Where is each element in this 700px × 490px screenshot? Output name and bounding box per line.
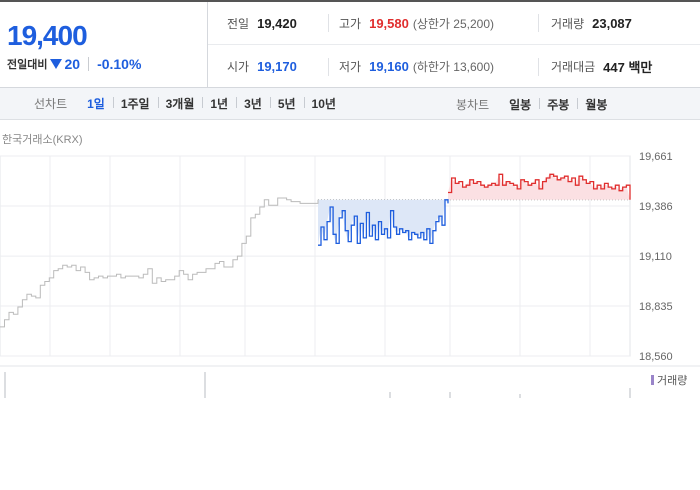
period-10y[interactable]: 10년 (303, 95, 344, 112)
upper-limit: (상한가 25,200) (412, 16, 495, 31)
stat-value: 19,420 (257, 15, 297, 31)
line-chart-label: 선차트 (34, 97, 68, 111)
today-up-line (448, 173, 631, 200)
stat-value: 19,170 (257, 59, 297, 74)
period-1w[interactable]: 1주일 (112, 95, 158, 112)
period-1d[interactable]: 1일 (87, 97, 105, 111)
candle-chart-group: 봉차트 일봉 주봉 월봉 (456, 88, 615, 120)
stat-label: 시가 (227, 60, 250, 74)
stat-high: 고가 19,580 (상한가 25,200) (328, 14, 494, 32)
y-tick-label: 18,560 (639, 351, 673, 363)
current-price: 19,400 (7, 20, 88, 51)
y-axis-labels: 19,661 19,386 19,110 18,835 18,560 (639, 151, 673, 363)
stats-row-2: 시가 19,170 저가 19,160 (하한가 13,600) 거래대금 44… (208, 45, 700, 88)
stat-low: 저가 19,160 (하한가 13,600) (328, 57, 495, 76)
y-tick-label: 19,386 (639, 201, 673, 213)
chart-fills (318, 174, 630, 246)
period-3m[interactable]: 3개월 (157, 95, 203, 112)
chart-toolbar: 선차트 1일 1주일 3개월 1년 3년 5년 10년 봉차트 일봉 주봉 월봉 (0, 88, 700, 120)
candle-daily[interactable]: 일봉 (509, 97, 532, 112)
volume-legend-label: 거래량 (657, 375, 688, 387)
stat-open: 시가 19,170 (227, 58, 297, 76)
change-label: 전일대비 (7, 59, 48, 71)
candle-chart-label: 봉차트 (456, 97, 490, 112)
stat-label: 거래대금 (551, 60, 596, 74)
lower-limit: (하한가 13,600) (412, 60, 495, 74)
y-tick-label: 19,661 (639, 151, 673, 163)
period-1y[interactable]: 1년 (202, 95, 236, 112)
period-5y[interactable]: 5년 (269, 95, 304, 112)
stat-label: 거래량 (551, 16, 585, 31)
data-source-label: 한국거래소(KRX) (2, 134, 83, 146)
period-3y[interactable]: 3년 (236, 95, 270, 112)
stat-value: 23,087 (592, 15, 632, 31)
divider (88, 57, 90, 71)
stat-value: 19,580 (369, 15, 409, 31)
candle-weekly[interactable]: 주봉 (539, 96, 577, 113)
stat-label: 저가 (339, 60, 362, 74)
change-row: 전일대비 20 -0.10% (7, 56, 141, 72)
volume-ticks (0, 365, 700, 398)
price-chart: 19,661 19,386 19,110 18,835 18,560 (0, 151, 700, 398)
change-rate: -0.10% (97, 56, 142, 72)
previous-day-line (0, 197, 319, 328)
today-down-line (318, 199, 449, 246)
stat-value: 447 백만 (603, 60, 653, 75)
chart-lines (0, 173, 631, 328)
y-tick-label: 18,835 (639, 301, 673, 313)
y-tick-label: 19,110 (639, 251, 672, 263)
today-up-fill (448, 174, 630, 200)
stat-value: 19,160 (369, 59, 409, 74)
down-arrow-icon (50, 59, 63, 69)
volume-swatch (651, 375, 654, 385)
candle-monthly[interactable]: 월봉 (577, 96, 615, 113)
quote-summary: 19,400 전일대비 20 -0.10% 전일 19,420 고가 19,58… (0, 0, 700, 88)
stat-volume: 거래량 23,087 (538, 14, 632, 32)
stat-trade-value: 거래대금 447 백만 (538, 57, 653, 76)
stat-prev-close: 전일 19,420 (227, 14, 297, 32)
stats-row-1: 전일 19,420 고가 19,580 (상한가 25,200) 거래량 23,… (208, 2, 700, 45)
stats-panel: 전일 19,420 고가 19,580 (상한가 25,200) 거래량 23,… (208, 2, 700, 88)
stat-label: 고가 (339, 16, 362, 31)
change-amount: 20 (64, 56, 81, 72)
today-down-fill (318, 199, 448, 246)
price-box: 19,400 전일대비 20 -0.10% (0, 2, 208, 88)
volume-legend: 거래량 (651, 372, 687, 388)
stat-label: 전일 (227, 16, 250, 31)
